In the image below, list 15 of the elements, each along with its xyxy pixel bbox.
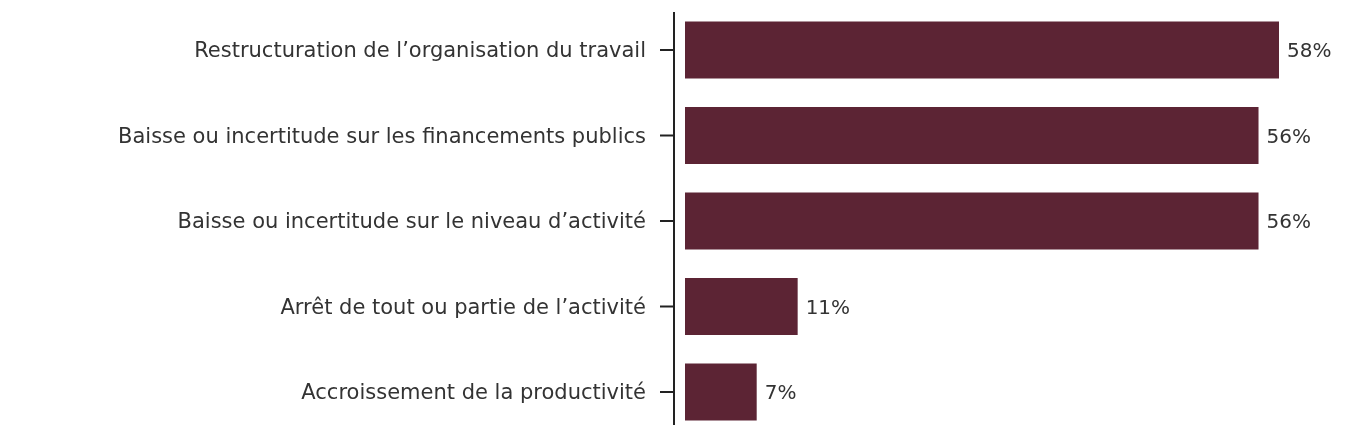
y-tick-label: Baisse ou incertitude sur les financements publics	[118, 123, 646, 148]
data-label: 11%	[805, 294, 851, 319]
y-tick-label: Arrêt de tout ou partie de l’activité	[280, 294, 646, 319]
data-label: 56%	[1266, 209, 1311, 233]
bar	[685, 21, 1279, 79]
bar	[685, 107, 1259, 164]
y-tick-label: Baisse ou incertitude sur le niveau d’activité	[177, 209, 646, 234]
data-label: 7%	[764, 380, 797, 404]
y-tick-label: Accroissement de la productivité	[301, 380, 646, 405]
bar	[685, 278, 798, 335]
data-label: 58%	[1287, 38, 1332, 62]
data-label: 56%	[1266, 123, 1311, 148]
bar	[685, 192, 1259, 250]
y-tick-label: Restructuration de l’organisation du travail	[194, 38, 646, 63]
bar	[685, 363, 757, 421]
